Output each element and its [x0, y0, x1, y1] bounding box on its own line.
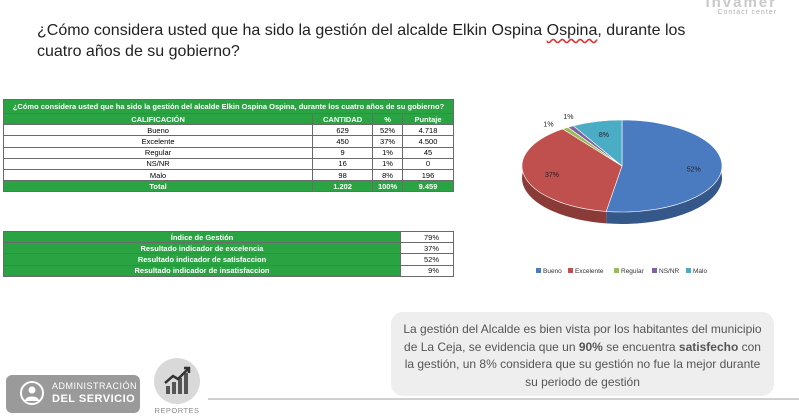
pie-chart: 52% 37% 1% 1% 8% Bueno Excelente Regular NS/NR Ma…	[521, 114, 723, 275]
pie-slice-side-excelente	[522, 128, 607, 224]
cell-pct: 52%	[372, 124, 404, 137]
reports-button[interactable]: REPORTES	[150, 358, 204, 415]
table-title: ¿Cómo considera usted que ha sido la ges…	[3, 99, 454, 114]
cell-cantidad: 9	[312, 146, 374, 159]
indicator-label: Resultado indicador de insatisfaccion	[3, 264, 401, 277]
cell-puntaje: 0	[402, 157, 454, 170]
svg-text:Regular: Regular	[621, 268, 645, 275]
cell-puntaje: 196	[402, 168, 454, 182]
indicator-row: Resultado indicador de insatisfaccion 9%	[3, 264, 454, 277]
table-header-row: CALIFICACIÓN CANTIDAD % Puntaje	[2, 112, 454, 126]
user-icon	[20, 381, 44, 405]
table-row: Malo 98 8% 196	[2, 168, 454, 182]
reports-chart-icon	[154, 358, 200, 404]
note-bold-2: satisfecho	[678, 339, 739, 354]
total-pct: 100%	[372, 180, 404, 193]
indicator-row: Índice de Gestión 79%	[3, 230, 454, 244]
cell-cantidad: 629	[312, 124, 374, 137]
brand-logo: Invamer Contact center	[705, 0, 777, 16]
pie-data-label: 1%	[563, 114, 573, 121]
title-part-1: ¿Cómo considera usted que ha sido la ges…	[37, 22, 547, 39]
header-cantidad: CANTIDAD	[312, 112, 374, 126]
svg-text:Malo: Malo	[693, 268, 707, 275]
footer-divider	[208, 398, 799, 400]
table-row: Bueno 629 52% 4.718	[2, 124, 454, 137]
cell-calificacion: NS/NR	[2, 157, 314, 170]
cell-pct: 1%	[372, 157, 404, 170]
table-total-row: Total 1.202 100% 9.459	[2, 180, 454, 193]
pie-data-label: 8%	[599, 132, 609, 139]
cell-puntaje: 45	[402, 146, 454, 159]
cell-puntaje: 4.718	[402, 124, 454, 137]
indicator-label: Resultado indicador de excelencia	[3, 242, 401, 255]
pie-data-label: 52%	[687, 167, 701, 174]
indicator-row: Resultado indicador de excelencia 37%	[3, 242, 454, 255]
note-text-3: con la gestión, un 8% considera que su g…	[404, 339, 761, 389]
indicator-value: 79%	[400, 230, 454, 244]
cell-pct: 37%	[372, 135, 404, 148]
legend-item-bueno: Bueno	[536, 268, 562, 275]
summary-note: La gestión del Alcalde es bien vista por…	[391, 312, 774, 396]
cell-calificacion: Malo	[2, 168, 314, 182]
cell-pct: 1%	[372, 146, 404, 159]
table-title-row: ¿Cómo considera usted que ha sido la ges…	[3, 99, 454, 114]
pie-slice-bueno	[605, 119, 723, 213]
svg-text:NS/NR: NS/NR	[659, 268, 680, 275]
cell-cantidad: 450	[312, 135, 374, 148]
cell-calificacion: Excelente	[2, 135, 314, 148]
indicator-label: Resultado indicador de satisfaccion	[3, 253, 401, 266]
indicator-label: Índice de Gestión	[3, 230, 401, 244]
indicator-row: Resultado indicador de satisfaccion 52%	[3, 253, 454, 266]
table-row: Excelente 450 37% 4.500	[2, 135, 454, 148]
table-row: NS/NR 16 1% 0	[2, 157, 454, 170]
header-calificacion: CALIFICACIÓN	[2, 112, 314, 126]
results-table: ¿Cómo considera usted que ha sido la ges…	[2, 99, 454, 193]
total-puntaje: 9.459	[402, 180, 454, 193]
pie-slice-excelente	[521, 128, 623, 212]
svg-text:Excelente: Excelente	[575, 268, 604, 275]
legend-item-regular: Regular	[614, 268, 645, 275]
cell-calificacion: Regular	[2, 146, 314, 159]
svg-text:Bueno: Bueno	[543, 268, 562, 275]
legend-item-excelente: Excelente	[568, 268, 604, 275]
table-row: Regular 9 1% 45	[2, 146, 454, 159]
reports-label: REPORTES	[154, 406, 200, 415]
indicator-value: 9%	[400, 264, 454, 277]
header-pct: %	[372, 112, 404, 126]
brand-name: Invamer	[705, 0, 777, 11]
admin-line-1: ADMINISTRACIÓN	[52, 381, 138, 391]
pie-slice-malo	[572, 119, 623, 167]
note-text-1: La gestión del Alcalde es bien vista por…	[403, 322, 762, 354]
pie-slice-side-bueno	[606, 120, 723, 224]
total-label: Total	[2, 180, 314, 193]
admin-service-button[interactable]: ADMINISTRACIÓN DEL SERVICIO	[6, 375, 140, 413]
title-part-2: , durante los cuatro años de su gobierno…	[37, 22, 686, 60]
cell-pct: 8%	[372, 168, 404, 182]
cell-cantidad: 98	[312, 168, 374, 182]
page-title: ¿Cómo considera usted que ha sido la ges…	[37, 20, 727, 62]
pie-data-label: 1%	[543, 122, 553, 129]
indicators-table: Índice de Gestión 79% Resultado indicado…	[3, 230, 454, 277]
brand-tagline: Contact center	[717, 9, 777, 16]
cell-calificacion: Bueno	[2, 124, 314, 137]
indicator-value: 37%	[400, 242, 454, 255]
admin-line-2: DEL SERVICIO	[52, 393, 136, 405]
pie-data-label: 37%	[545, 172, 559, 179]
note-bold-1: 90%	[578, 339, 603, 354]
legend-item-nsnr: NS/NR	[652, 268, 680, 275]
total-cantidad: 1.202	[312, 180, 374, 193]
cell-cantidad: 16	[312, 157, 374, 170]
note-text-2: se encuentra	[602, 339, 679, 354]
indicator-value: 52%	[400, 253, 454, 266]
title-wavy-word: Ospina	[546, 22, 598, 39]
cell-puntaje: 4.500	[402, 135, 454, 148]
header-puntaje: Puntaje	[402, 112, 454, 126]
legend-item-malo: Malo	[686, 268, 707, 275]
